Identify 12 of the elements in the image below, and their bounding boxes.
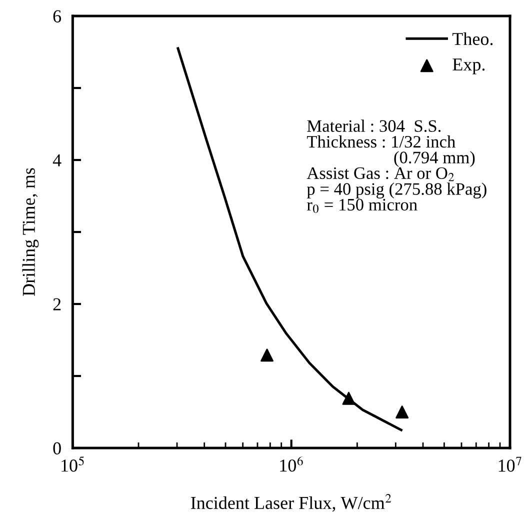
legend-label: Theo. — [452, 32, 493, 46]
text: Material : 304 S.S. Thickness : 1/32 inch (0.794 mm) Assist Gas : Ar or O$_{2}$ p = 40 psig (275.88 kPag) r$_{0}$ = 150 micron — [306, 120, 486, 213]
y-tick-label: 0 — [53, 442, 61, 454]
y-tick-label: 4 — [52, 154, 62, 166]
x-tick-label: 10$^{7}$ — [498, 456, 522, 472]
y-axis-title: Drilling Time, ms — [22, 168, 39, 296]
x-axis-title: Incident Laser Flux, W/cm$^{2}$ — [190, 494, 392, 512]
x-tick-label: 10$^{5}$ — [62, 456, 84, 472]
y-tick-label: 2 — [53, 298, 61, 310]
y-tick-label: 6 — [53, 10, 62, 22]
x-tick-label: 10$^{6}$ — [280, 456, 303, 472]
legend-label: Exp. — [452, 58, 485, 74]
